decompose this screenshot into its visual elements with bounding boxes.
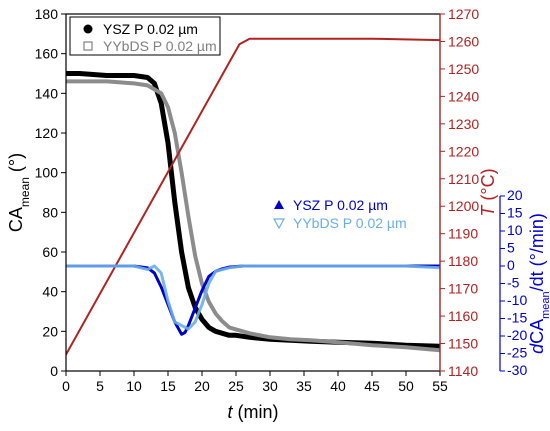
x-tick-label: 35 (296, 378, 312, 394)
y-right-T-tick-label: 1150 (448, 336, 478, 352)
y-right-T-tick-label: 1270 (448, 6, 479, 22)
y-left-axis-title: CAmean (°) (6, 153, 32, 232)
y-left-tick-label: 20 (42, 323, 58, 339)
x-tick-label: 25 (228, 378, 244, 394)
y-right-rate-tick-label: -30 (507, 362, 527, 378)
x-tick-label: 10 (126, 378, 142, 394)
y-right-T-tick-label: 1230 (448, 116, 479, 132)
series-line-1 (66, 79, 440, 353)
legend-top-label: YYbDS P 0.02 µm (103, 38, 217, 54)
x-tick-label: 30 (262, 378, 278, 394)
y-right-T-tick-label: 1190 (448, 226, 478, 242)
y-right-rate-axis-title: dCAmean/dt (°/min) (527, 213, 550, 354)
legend-top-label: YSZ P 0.02 µm (103, 21, 198, 37)
plot-frame (65, 13, 441, 372)
y-left-tick-label: 120 (35, 125, 59, 141)
y-right-rate-tick-label: 10 (507, 222, 523, 238)
y-right-T-tick-label: 1180 (448, 253, 478, 269)
y-right-T-tick-label: 1170 (448, 281, 478, 297)
y-left-tick-label: 180 (35, 6, 59, 22)
y-right-T-tick-label: 1140 (448, 363, 478, 379)
x-tick-label: 0 (62, 378, 70, 394)
y-right-T-tick-label: 1160 (448, 308, 478, 324)
series-line-3 (66, 264, 440, 336)
y-right-rate-tick-label: -5 (507, 275, 520, 291)
y-left-tick-label: 60 (42, 244, 58, 260)
y-right-rate-tick-label: -10 (507, 292, 527, 308)
x-tick-label: 40 (330, 378, 346, 394)
legend-rate-label: YYbDS P 0.02 µm (293, 215, 407, 231)
y-right-T-tick-label: 1210 (448, 171, 479, 187)
legend-rate-marker-triangle (274, 200, 284, 209)
y-left-tick-label: 0 (50, 363, 58, 379)
y-right-rate-tick-label: 15 (507, 205, 523, 221)
x-tick-label: 50 (398, 378, 414, 394)
x-tick-label: 15 (160, 378, 176, 394)
y-left-tick-label: 140 (35, 85, 59, 101)
x-tick-label: 5 (96, 378, 104, 394)
x-tick-label: 55 (432, 378, 448, 394)
legend-top-marker-square (83, 41, 93, 51)
y-right-rate-tick-label: 20 (507, 187, 523, 203)
y-right-T-tick-label: 1260 (448, 33, 479, 49)
x-tick-label: 45 (364, 378, 380, 394)
y-right-rate-tick-label: 0 (507, 257, 515, 273)
y-right-T-tick-label: 1220 (448, 143, 479, 159)
series-layer (66, 37, 440, 356)
legend-top-box (69, 16, 221, 56)
y-right-rate-tick-label: 5 (507, 240, 515, 256)
y-right-T-tick-label: 1200 (448, 198, 479, 214)
y-right-T-axis-title: T (°C) (478, 168, 498, 216)
y-right-T-tick-label: 1240 (448, 88, 479, 104)
series-line-2 (66, 37, 440, 356)
x-axis-title: t (min) (227, 402, 278, 422)
legend-top-marker-circle (83, 24, 93, 34)
series-line-4 (66, 264, 440, 331)
y-left-tick-label: 100 (35, 165, 59, 181)
x-tick-label: 20 (194, 378, 210, 394)
legend-rate-label: YSZ P 0.02 µm (293, 197, 388, 213)
y-right-rate-tick-label: -15 (507, 310, 527, 326)
y-right-rate-tick-label: -25 (507, 345, 527, 361)
axes-layer: 0 5 10 15 20 25 30 35 40 45 50 55t (min)02040608010… (6, 6, 550, 422)
y-left-tick-label: 80 (42, 204, 58, 220)
legend-rate-marker-triangle-down (272, 218, 286, 230)
y-left-tick-label: 160 (35, 46, 59, 62)
y-right-T-tick-label: 1250 (448, 61, 479, 77)
y-right-rate-tick-label: -20 (507, 327, 527, 343)
y-left-tick-label: 40 (42, 284, 58, 300)
